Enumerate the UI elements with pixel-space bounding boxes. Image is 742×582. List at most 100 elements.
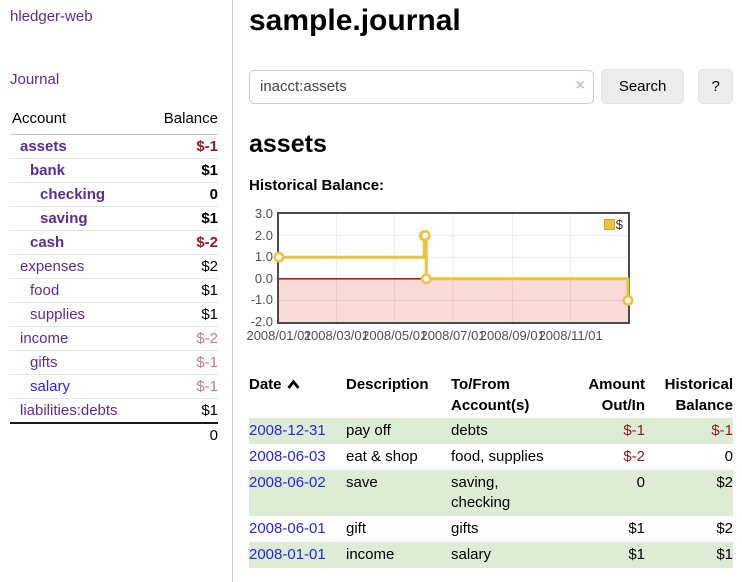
x-axis-tick-label: 2008/07/01 <box>420 328 486 343</box>
accounts-table: Account Balance assets $-1 bank $1 check… <box>10 108 218 447</box>
sidebar: hledger-web Journal Account Balance asse… <box>0 0 233 582</box>
account-row-saving: saving $1 <box>10 206 218 231</box>
transaction-description: income <box>346 542 451 568</box>
account-balance: $2 <box>146 254 218 279</box>
account-row-gifts: gifts $-1 <box>10 350 218 375</box>
x-axis-tick-label: 2008/11/01 <box>538 328 603 343</box>
account-row-food: food $1 <box>10 278 218 303</box>
transaction-balance: $2 <box>716 520 733 537</box>
transaction-balance: $-1 <box>645 418 733 444</box>
x-axis-tick-label: 2008/09/01 <box>479 328 545 343</box>
account-balance: 0 <box>146 182 218 207</box>
search-input[interactable] <box>249 69 594 104</box>
transaction-date-link[interactable]: 2008-01-01 <box>249 546 326 563</box>
main-content: sample.journal × Search ? assets Histori… <box>233 0 742 582</box>
transaction-accounts: salary <box>451 542 569 568</box>
account-link-saving[interactable]: saving <box>40 210 88 227</box>
account-link-supplies[interactable]: supplies <box>30 306 86 323</box>
x-axis-tick-label: 2008/05/01 <box>362 328 428 343</box>
account-link-cash[interactable]: cash <box>30 234 65 251</box>
search-button[interactable]: Search <box>600 69 685 104</box>
legend-swatch-dollar-icon <box>603 219 615 230</box>
account-row-supplies: supplies $1 <box>10 302 218 327</box>
transaction-date-link[interactable]: 2008-12-31 <box>249 422 326 439</box>
account-balance: $1 <box>146 158 218 183</box>
account-link-checking[interactable]: checking <box>40 186 106 203</box>
y-axis-tick-label: 2.0 <box>254 227 273 243</box>
sort-ascending-icon <box>286 379 300 389</box>
x-axis-tick-label: 2008/01/01 <box>246 328 312 343</box>
accounts-total-value: 0 <box>146 422 218 447</box>
transaction-balance: $2 <box>645 470 733 516</box>
chart-legend: $ <box>603 217 623 232</box>
account-row-bank: bank $1 <box>10 158 218 183</box>
account-link-income[interactable]: income <box>20 330 69 347</box>
y-axis-tick-label: 3.0 <box>254 206 273 221</box>
nav-journal-link[interactable]: Journal <box>10 71 60 88</box>
y-axis-tick-label: 0.0 <box>254 270 273 286</box>
legend-label: $ <box>615 217 623 232</box>
account-balance: $1 <box>146 206 218 231</box>
transaction-amount: $1 <box>628 520 645 537</box>
accounts-total-row: 0 <box>10 422 218 447</box>
transaction-description: save <box>346 470 451 516</box>
chart-plot-area[interactable]: $ <box>273 212 634 324</box>
transaction-date-link[interactable]: 2008-06-03 <box>249 448 326 465</box>
account-link-salary[interactable]: salary <box>30 378 71 395</box>
register-row: 2008-01-01 income salary $1 $1 <box>249 542 733 568</box>
transaction-date-link[interactable]: 2008-06-01 <box>249 520 326 537</box>
transaction-amount: $1 <box>569 542 645 568</box>
account-link-assets[interactable]: assets <box>20 138 67 155</box>
transaction-accounts: saving, checking <box>451 470 569 516</box>
transaction-amount: 0 <box>569 470 645 516</box>
register-header-description: Description <box>346 376 429 393</box>
account-row-assets: assets $-1 <box>10 134 218 159</box>
y-axis-tick-label: -2.0 <box>250 314 273 329</box>
account-row-salary: salary $-1 <box>10 374 218 399</box>
transaction-accounts: debts <box>451 418 569 444</box>
account-row-cash: cash $-2 <box>10 230 218 255</box>
register-header-balance: Historical Balance <box>664 376 733 414</box>
transaction-balance: $1 <box>645 542 733 568</box>
account-page-title: assets <box>249 130 327 158</box>
register-header-date[interactable]: Date <box>249 372 346 418</box>
account-balance: $1 <box>201 402 218 419</box>
register-row: 2008-06-01 gift gifts $1 $2 <box>249 516 733 542</box>
accounts-header-account: Account <box>10 108 147 135</box>
accounts-header-balance: Balance <box>146 108 218 135</box>
search-box: × <box>249 69 594 104</box>
clear-search-icon[interactable]: × <box>575 76 585 94</box>
account-balance: $-1 <box>146 134 218 159</box>
account-link-expenses[interactable]: expenses <box>20 258 85 275</box>
transaction-accounts: food, supplies <box>451 448 544 465</box>
transaction-balance: 0 <box>724 448 733 465</box>
balance-chart: $ 3.0 2.0 1.0 0.0 -1.0 -2.0 2008/01/01 2008/03/… <box>246 204 733 356</box>
transaction-description: gift <box>346 520 367 537</box>
account-link-gifts[interactable]: gifts <box>30 354 58 371</box>
account-balance: $-2 <box>146 326 218 351</box>
search-form: × Search ? <box>249 69 733 104</box>
transaction-accounts: gifts <box>451 520 479 537</box>
transaction-description: pay off <box>346 418 451 444</box>
transaction-amount: $-2 <box>623 448 645 465</box>
account-balance: $1 <box>146 302 218 327</box>
register-header-amount: Amount Out/In <box>588 376 645 414</box>
account-balance: $1 <box>146 278 218 303</box>
account-link-liabilities-debts[interactable]: liabilities:debts <box>20 402 118 419</box>
help-button[interactable]: ? <box>698 69 733 104</box>
app-brand-link[interactable]: hledger-web <box>10 8 93 25</box>
account-balance: $-2 <box>146 230 218 255</box>
register-row: 2008-12-31 pay off debts $-1 $-1 <box>249 418 733 444</box>
page-title: sample.journal <box>249 4 461 37</box>
y-axis-tick-label: 1.0 <box>254 249 273 265</box>
register-row: 2008-06-02 save saving, checking 0 $2 <box>249 470 733 516</box>
account-link-bank[interactable]: bank <box>30 162 66 179</box>
transaction-date-link[interactable]: 2008-06-02 <box>249 474 326 491</box>
account-row-checking: checking 0 <box>10 182 218 207</box>
account-row-expenses: expenses $2 <box>10 254 218 279</box>
x-axis-tick-label: 2008/03/01 <box>303 328 369 343</box>
account-link-food[interactable]: food <box>30 282 60 299</box>
register-header-row: Date Description To/From Account(s) Amou… <box>249 372 733 418</box>
register-row: 2008-06-03 eat & shop food, supplies $-2… <box>249 444 733 470</box>
transaction-amount: $-1 <box>569 418 645 444</box>
